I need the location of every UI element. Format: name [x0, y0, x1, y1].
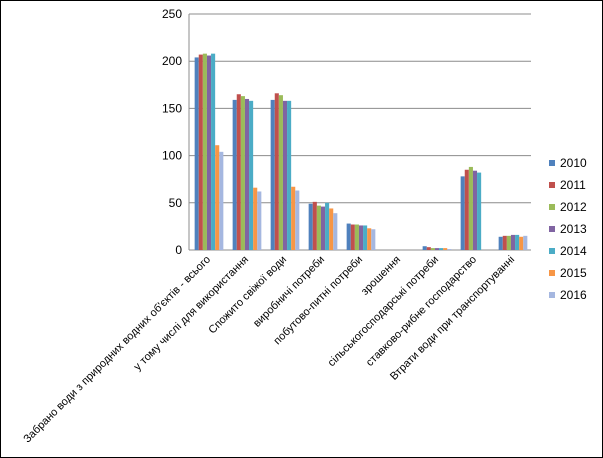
- bar-2014: [211, 53, 216, 251]
- bar-2013: [206, 55, 212, 251]
- bar-2013: [244, 98, 250, 251]
- bar-2010: [422, 246, 427, 250]
- legend-label: 2014: [560, 244, 587, 258]
- bar-2015: [519, 236, 524, 250]
- legend-swatch-2015: [549, 270, 555, 276]
- bar-2016: [447, 249, 452, 250]
- bar-2012: [202, 53, 207, 251]
- legend-swatch-2010: [549, 160, 555, 166]
- bar-2013: [320, 206, 326, 250]
- bar-2014: [249, 100, 254, 251]
- bar-2012: [430, 248, 435, 250]
- legend-label: 2012: [560, 200, 587, 214]
- bar-2013: [434, 248, 440, 250]
- legend-swatch-2014: [549, 248, 555, 254]
- bar-2015: [215, 145, 220, 250]
- bar-2014: [439, 248, 444, 250]
- legend-label: 2016: [560, 288, 587, 302]
- bar-2013: [282, 100, 288, 251]
- bar-2011: [464, 169, 469, 250]
- legend-label: 2011: [560, 178, 586, 192]
- bar-2012: [468, 166, 473, 250]
- bar-2016: [333, 213, 338, 250]
- bar-2016: [257, 191, 262, 250]
- bar-2014: [325, 202, 330, 250]
- bar-2012: [354, 224, 359, 250]
- legend-swatch-2011: [549, 182, 555, 188]
- bar-2011: [312, 201, 317, 250]
- bar-2015: [291, 186, 296, 250]
- bar-2010: [498, 236, 503, 250]
- bar-2011: [236, 94, 241, 251]
- bar-2014: [363, 225, 368, 250]
- y-tick-label: 0: [175, 243, 182, 257]
- bar-2013: [472, 170, 478, 250]
- bar-2010: [346, 223, 351, 250]
- bar-2012: [278, 95, 283, 251]
- legend-label: 2013: [560, 222, 587, 236]
- bar-2014: [287, 100, 292, 251]
- bar-2011: [274, 93, 279, 251]
- bar-2012: [506, 235, 511, 250]
- bar-2015: [367, 228, 372, 250]
- bar-2011: [502, 235, 507, 250]
- legend-label: 2010: [560, 156, 587, 170]
- y-tick-label: 150: [162, 101, 182, 115]
- y-tick-label: 250: [162, 7, 182, 21]
- y-tick-label: 50: [169, 196, 183, 210]
- legend-swatch-2016: [549, 292, 555, 298]
- x-category-label: Забрано води з природних водних об'єктів…: [21, 254, 213, 446]
- bar-2015: [329, 208, 334, 250]
- bar-2013: [358, 225, 364, 250]
- bar-2010: [194, 57, 199, 251]
- bar-2016: [523, 235, 528, 250]
- bar-2014: [477, 172, 482, 250]
- legend-label: 2015: [560, 266, 587, 280]
- bar-2016: [219, 151, 224, 250]
- legend-swatch-2013: [549, 226, 555, 232]
- x-category-label: виробничі потреби: [251, 254, 327, 330]
- bar-2015: [253, 187, 258, 250]
- bar-2016: [295, 190, 300, 250]
- bar-2012: [316, 205, 321, 250]
- bar-2012: [240, 96, 245, 251]
- bar-2010: [308, 203, 313, 250]
- bar-2010: [460, 176, 465, 250]
- bar-2011: [426, 247, 431, 250]
- bar-2014: [515, 234, 520, 250]
- bar-2011: [350, 224, 355, 250]
- bar-2010: [232, 99, 237, 251]
- bar-2013: [510, 234, 516, 250]
- bar-2015: [443, 248, 448, 250]
- y-tick-label: 100: [162, 149, 182, 163]
- bar-2010: [270, 99, 275, 251]
- y-tick-label: 200: [162, 54, 182, 68]
- legend-swatch-2012: [549, 204, 555, 210]
- bar-2011: [198, 54, 203, 251]
- bar-2016: [371, 229, 376, 250]
